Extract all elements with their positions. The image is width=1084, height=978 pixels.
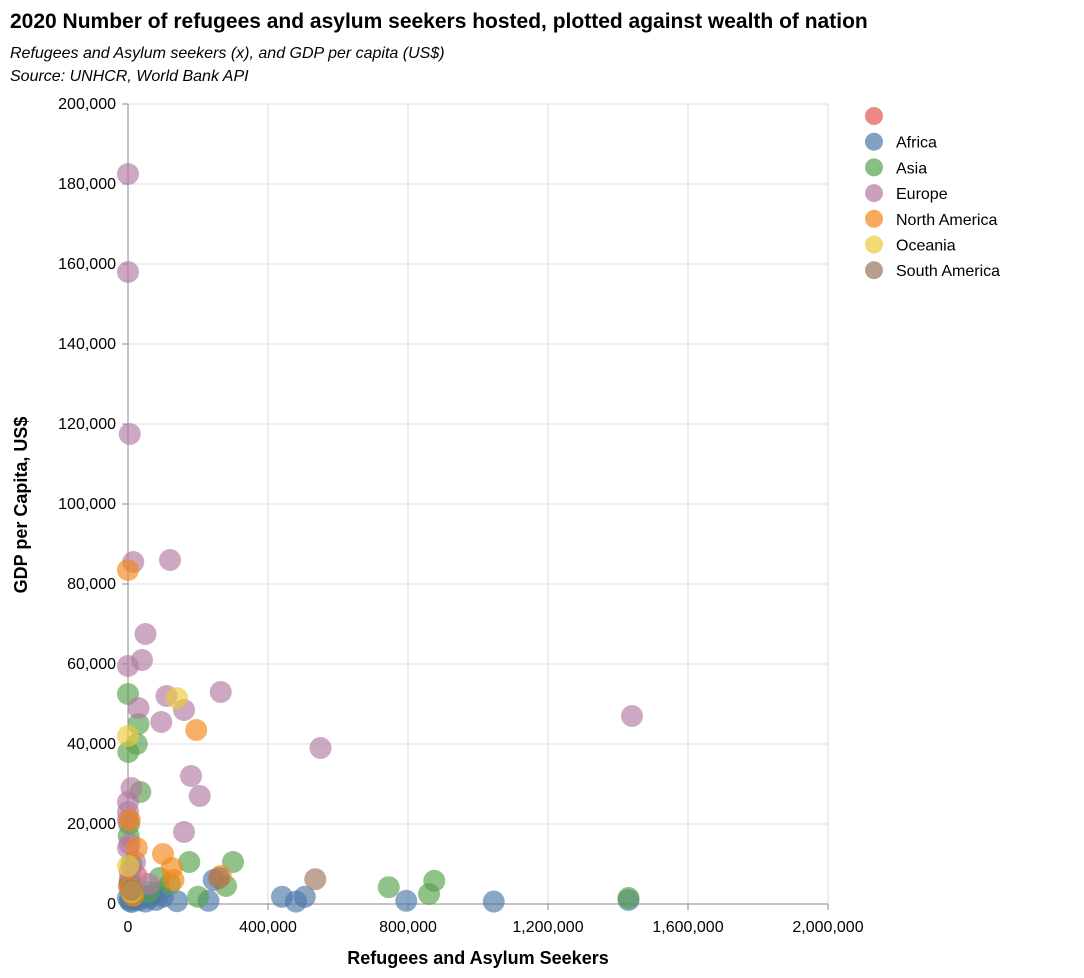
legend-swatch [865, 107, 883, 125]
data-points [117, 163, 643, 913]
data-point[interactable] [166, 890, 188, 913]
data-point[interactable] [166, 687, 188, 709]
x-axis-title: Refugees and Asylum Seekers [347, 948, 608, 968]
axes: 0 400,000 800,000 1,200,000 1,600,000 2,000,0… [58, 96, 864, 936]
data-point[interactable] [117, 655, 139, 677]
y-tick-label: 80,000 [67, 576, 116, 593]
y-tick-label: 100,000 [58, 496, 116, 513]
y-tick-label: 160,000 [58, 256, 116, 273]
y-tick-label: 40,000 [67, 736, 116, 753]
chart-subtitle-line-2: Source: UNHCR, World Bank API [10, 68, 249, 85]
x-tick-label: 1,200,000 [512, 919, 583, 936]
x-tick-label: 1,600,000 [652, 919, 723, 936]
data-point[interactable] [117, 163, 139, 185]
chart-title: 2020 Number of refugees and asylum seeke… [10, 10, 868, 33]
legend-swatch [865, 132, 883, 151]
legend-label: South America [896, 263, 1000, 280]
data-point[interactable] [188, 785, 211, 807]
data-point[interactable] [173, 821, 195, 843]
data-point[interactable] [117, 261, 139, 283]
legend-label: Oceania [896, 238, 956, 255]
data-point[interactable] [187, 885, 209, 908]
data-point[interactable] [118, 809, 141, 831]
y-tick-label: 20,000 [67, 816, 116, 833]
legend: Africa Asia Europe North America Oceania Sout… [865, 107, 1000, 280]
grid [127, 103, 829, 905]
x-tick-label: 0 [124, 919, 133, 936]
data-point[interactable] [209, 681, 232, 703]
y-tick-label: 0 [107, 896, 116, 913]
x-tick-label: 2,000,000 [792, 919, 863, 936]
legend-swatch [865, 158, 883, 177]
data-point[interactable] [309, 737, 332, 759]
data-point[interactable] [159, 549, 181, 571]
y-tick-label: 60,000 [67, 656, 116, 673]
data-point[interactable] [180, 765, 202, 787]
data-point[interactable] [377, 876, 400, 899]
x-tick-label: 400,000 [239, 919, 297, 936]
legend-swatch [865, 184, 883, 203]
x-tick-label: 800,000 [379, 919, 437, 936]
data-point[interactable] [117, 725, 139, 747]
y-tick-label: 200,000 [58, 96, 116, 113]
legend-label: Europe [896, 186, 948, 203]
legend-swatch [865, 209, 883, 228]
y-axis-title: GDP per Capita, US$ [11, 417, 31, 594]
y-tick-label: 180,000 [58, 176, 116, 193]
data-point[interactable] [138, 873, 160, 895]
data-point[interactable] [617, 887, 640, 909]
legend-label: North America [896, 212, 997, 229]
data-point[interactable] [423, 869, 446, 892]
data-point[interactable] [127, 697, 150, 719]
data-point[interactable] [185, 719, 208, 741]
legend-swatch [865, 235, 883, 254]
legend-label: Asia [896, 160, 927, 177]
data-point[interactable] [117, 559, 139, 581]
data-point[interactable] [208, 867, 230, 889]
legend-swatch [865, 261, 883, 280]
data-point[interactable] [120, 879, 143, 901]
chart-subtitle-line-1: Refugees and Asylum seekers (x), and GDP… [10, 45, 445, 62]
data-point[interactable] [482, 890, 505, 913]
data-point[interactable] [118, 423, 141, 445]
data-point[interactable] [134, 623, 157, 645]
data-point[interactable] [178, 851, 201, 873]
legend-label: Africa [896, 135, 937, 152]
data-point[interactable] [293, 885, 316, 908]
data-point[interactable] [395, 889, 418, 912]
data-point[interactable] [125, 837, 148, 859]
y-tick-label: 140,000 [58, 336, 116, 353]
data-point[interactable] [117, 855, 139, 877]
data-point[interactable] [621, 705, 643, 727]
data-point[interactable] [150, 711, 173, 733]
data-point[interactable] [162, 869, 185, 891]
data-point[interactable] [304, 868, 327, 891]
y-tick-label: 120,000 [58, 416, 116, 433]
